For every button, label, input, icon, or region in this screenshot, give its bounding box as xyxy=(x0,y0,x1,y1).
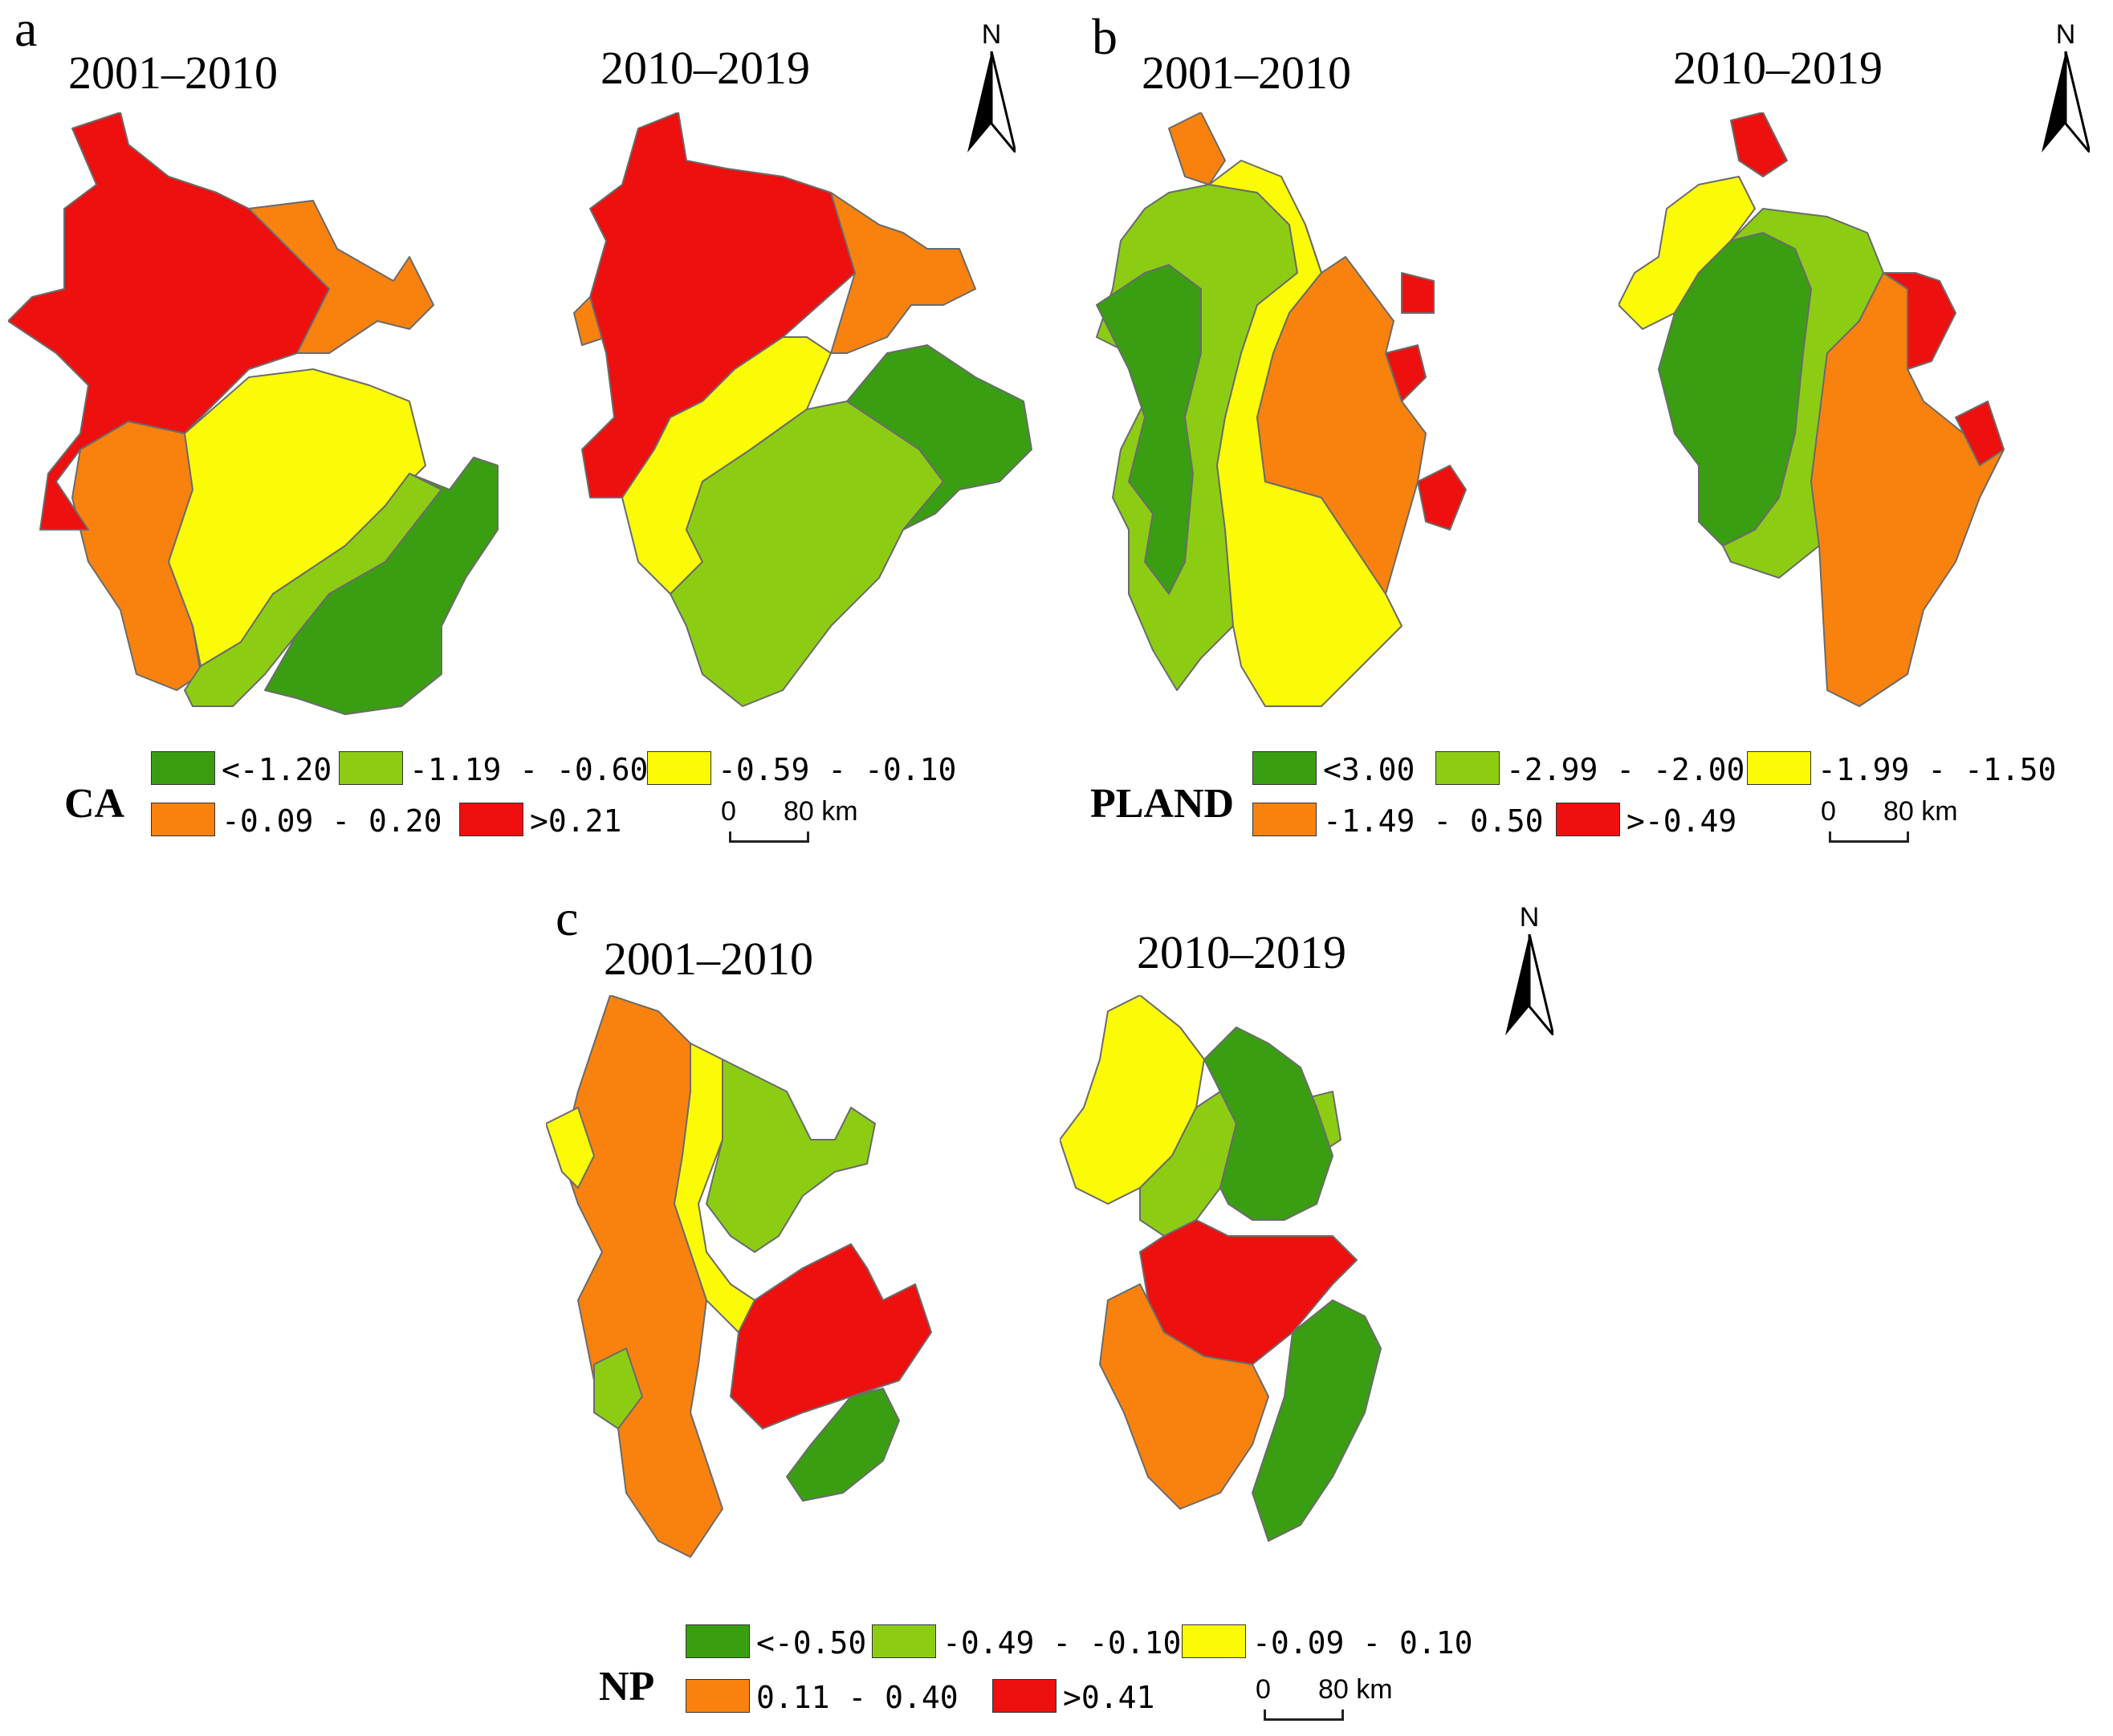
region-south xyxy=(1099,1283,1269,1510)
region-southeast xyxy=(846,344,1032,531)
map-2010-2019 xyxy=(1618,112,2005,707)
period-label-second: 2010–2019 xyxy=(601,42,810,94)
legend: PLAND <3.00 -2.99 - -2.00 -1.99 - -1.50 … xyxy=(1056,738,2113,859)
region-southeast xyxy=(264,457,499,715)
region-northeast xyxy=(1883,272,2005,466)
period-label-second: 2010–2019 xyxy=(1137,926,1346,978)
panel-a: a 2001–2010 2010–2019 N xyxy=(0,0,1056,867)
region-east-edge xyxy=(1385,272,1467,531)
period-label-first: 2001–2010 xyxy=(68,47,278,99)
map-2010-2019 xyxy=(573,112,1032,707)
metric-label: NP xyxy=(599,1664,655,1710)
map-2001-2010 xyxy=(1096,112,1467,707)
region-southeast xyxy=(730,1243,932,1429)
region-northeast xyxy=(593,1059,876,1429)
north-arrow-icon xyxy=(1505,934,1553,1035)
metric-label: PLAND xyxy=(1090,781,1235,827)
region-south xyxy=(786,1388,900,1502)
legend: NP <-0.50 -0.49 - -0.10 -0.09 - 0.10 0.1… xyxy=(530,1605,1586,1734)
region-northeast-arm xyxy=(248,200,434,354)
region-south xyxy=(670,400,944,707)
north-arrow: N xyxy=(2038,21,2094,152)
region-west-core xyxy=(1096,264,1202,595)
north-arrow: N xyxy=(963,21,1020,152)
scale-bar: 0 80 km xyxy=(1821,798,1981,854)
period-label-first: 2001–2010 xyxy=(604,933,813,985)
metric-label: CA xyxy=(64,781,125,827)
region-central xyxy=(1722,208,1884,579)
map-2001-2010 xyxy=(546,995,932,1558)
panel-letter: b xyxy=(1092,8,1118,65)
scale-bar: 0 80 km xyxy=(721,798,881,854)
panel-letter: a xyxy=(14,0,38,57)
period-label-second: 2010–2019 xyxy=(1673,42,1883,94)
panel-b: b 2001–2010 2010–2019 N xyxy=(1056,0,2113,867)
north-arrow: N xyxy=(1501,904,1557,1035)
region-northeast xyxy=(830,192,976,354)
region-north-tip xyxy=(1730,112,1788,177)
panel-letter: c xyxy=(556,889,579,946)
north-arrow-icon xyxy=(967,51,1016,152)
scale-bar: 0 80 km xyxy=(1256,1676,1416,1732)
panel-c: c 2001–2010 2010–2019 N xyxy=(530,883,1586,1734)
north-arrow-icon xyxy=(2042,51,2090,152)
period-label-first: 2001–2010 xyxy=(1142,47,1351,99)
legend: CA <-1.20 -1.19 - -0.60 -0.59 - -0.10 -0… xyxy=(0,738,1056,859)
region-north-tip xyxy=(1168,112,1226,185)
region-north xyxy=(8,112,330,531)
map-2001-2010 xyxy=(8,112,499,715)
region-east xyxy=(1256,224,1427,595)
map-2010-2019 xyxy=(1060,995,1382,1542)
region-northeast xyxy=(1203,1027,1382,1542)
